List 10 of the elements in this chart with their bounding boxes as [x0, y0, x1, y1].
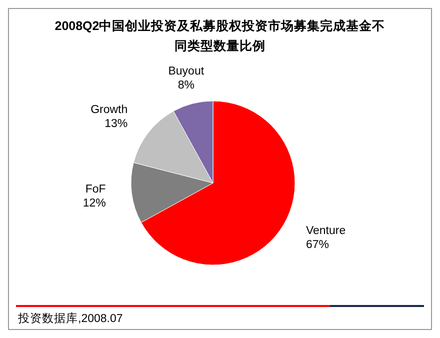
slice-label: FoF — [85, 184, 106, 196]
slice-label: Buyout — [168, 65, 205, 78]
data-label: 12% — [82, 198, 106, 210]
text: 投资数据库,2008.07 — [17, 311, 123, 325]
chart-title: 2008Q2中国创业投资及私募股权投资市场募集完成基金不同类型数量比例 — [54, 18, 386, 53]
slice-label: Growth — [90, 104, 128, 116]
data-label: 8% — [178, 79, 194, 92]
data-label: 13% — [104, 118, 128, 130]
slice-label: Venture — [306, 224, 346, 237]
data-label: 67% — [306, 238, 329, 251]
